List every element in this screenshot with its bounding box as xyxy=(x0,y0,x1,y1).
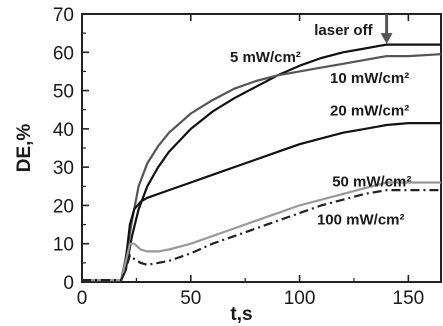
x-axis-label: t,s xyxy=(230,304,252,325)
x-tick-label: 150 xyxy=(393,288,425,309)
y-tick-label: 0 xyxy=(63,273,74,294)
series-label: 10 mW/cm² xyxy=(330,70,409,87)
x-tick-label: 50 xyxy=(180,288,201,309)
series-label: 50 mW/cm² xyxy=(332,173,411,190)
series-label: 5 mW/cm² xyxy=(230,49,301,66)
y-tick-label: 40 xyxy=(53,120,74,141)
y-tick-label: 30 xyxy=(53,158,74,179)
series-label: 100 mW/cm² xyxy=(317,212,405,229)
series-labels: 5 mW/cm² 10 mW/cm² 20 mW/cm² 50 mW/cm² 100 m… xyxy=(230,14,411,229)
series-line xyxy=(82,189,441,282)
y-tick-label: 60 xyxy=(53,43,74,64)
annotation-label: laser off xyxy=(314,22,373,39)
y-tick-label: 10 xyxy=(53,235,74,256)
series-label: 20 mW/cm² xyxy=(330,102,409,119)
y-tick-label: 70 xyxy=(53,5,74,26)
y-tick-label: 50 xyxy=(53,82,74,103)
series-line xyxy=(82,43,441,282)
axis-ticks: 0 50 100 150 0 10 20 30 40 50 60 70 xyxy=(53,5,424,309)
y-axis-label: DE,% xyxy=(14,124,35,173)
plot-area xyxy=(81,13,442,283)
series-line xyxy=(82,122,441,282)
annotation-arrow-head xyxy=(380,33,393,44)
x-tick-label: 0 xyxy=(77,288,88,309)
x-tick-label: 100 xyxy=(284,288,316,309)
series-line xyxy=(82,181,441,282)
y-tick-label: 20 xyxy=(53,196,74,217)
